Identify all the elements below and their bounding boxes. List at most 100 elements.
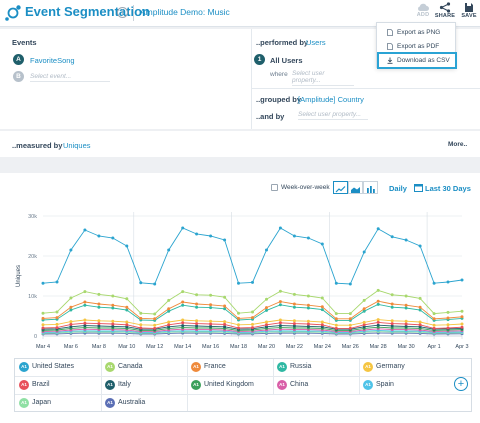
data-point <box>390 319 394 323</box>
data-point <box>209 324 213 328</box>
project-selector[interactable]: Amplitude Demo: Music <box>140 7 230 17</box>
data-point <box>265 323 268 327</box>
legend-label: Spain <box>376 381 394 388</box>
data-point <box>306 324 310 328</box>
event-a-name[interactable]: FavoriteSong <box>30 56 75 65</box>
data-point <box>209 303 213 307</box>
grouped-by-value[interactable]: [Amplitude] Country <box>298 95 364 104</box>
data-point <box>306 306 310 310</box>
legend-label: Canada <box>118 363 143 370</box>
data-point <box>306 303 310 307</box>
export-pdf-item[interactable]: Export as PDF <box>379 40 455 53</box>
chart-panel <box>0 173 480 423</box>
share-icon <box>439 2 451 13</box>
y-tick-label: 10k <box>28 294 37 300</box>
select-event-input[interactable]: Select event... <box>30 73 110 82</box>
legend-swatch: A1 <box>105 362 115 372</box>
legend-label: Japan <box>32 399 52 406</box>
data-point <box>167 298 171 302</box>
export-pdf-label: Export as PDF <box>397 43 440 50</box>
export-png-item[interactable]: Export as PNG <box>379 26 455 39</box>
date-range-selector[interactable]: Last 30 Days <box>425 184 471 193</box>
legend-label: China <box>290 381 309 388</box>
legend-swatch: A1 <box>191 362 201 372</box>
export-menu: Export as PNG Export as PDF Download as … <box>376 22 457 69</box>
data-point <box>376 288 380 292</box>
data-point <box>195 319 199 323</box>
where-property-input[interactable]: Select user property... <box>292 70 354 86</box>
where-label: where <box>270 71 288 78</box>
bar-chart-toggle[interactable] <box>363 181 378 194</box>
data-point <box>125 305 129 309</box>
and-by-property-input[interactable]: Select user property... <box>298 111 368 120</box>
data-point <box>237 281 240 285</box>
segment-badge: 1 <box>254 54 265 65</box>
data-point <box>139 323 143 327</box>
legend-item[interactable]: A1 United States <box>16 358 74 376</box>
cloud-icon <box>418 3 429 11</box>
data-point <box>292 234 296 238</box>
data-point <box>167 323 171 327</box>
more-button[interactable]: More.. <box>448 141 468 148</box>
legend-label: United States <box>32 363 75 370</box>
save-button[interactable]: SAVE <box>458 2 480 26</box>
data-point <box>55 280 59 284</box>
data-point <box>237 323 240 327</box>
legend-swatch: A1 <box>19 380 29 390</box>
data-point <box>97 305 101 309</box>
data-point <box>460 315 464 319</box>
legend-item[interactable]: A1 Spain <box>360 376 394 394</box>
share-button[interactable]: SHARE <box>434 2 456 26</box>
data-point <box>223 325 227 329</box>
legend-item[interactable]: A1 Japan <box>16 394 51 412</box>
area-chart-toggle[interactable] <box>348 181 363 194</box>
legend-item[interactable]: A1 Brazil <box>16 376 50 394</box>
measured-by-value[interactable]: Uniques <box>63 141 91 150</box>
line-chart[interactable]: 0 10k 20k 30k Uniques Mar 4 Mar 6 Mar 8 Mar 10 Ma… <box>0 200 480 358</box>
legend-item[interactable]: A1 Australia <box>102 394 145 412</box>
file-image-icon <box>387 29 393 36</box>
line-chart-toggle[interactable] <box>333 181 348 194</box>
legend-row-divider <box>15 376 471 377</box>
data-point <box>69 325 73 329</box>
data-point <box>320 320 324 324</box>
legend-item[interactable]: A1 United Kingdom <box>188 376 254 394</box>
series-line <box>42 289 463 315</box>
x-tick-label: Mar 20 <box>258 344 275 350</box>
legend-item[interactable]: A1 Russia <box>274 358 311 376</box>
data-point <box>111 303 115 307</box>
header-divider <box>133 5 134 21</box>
data-point <box>223 295 227 299</box>
data-point <box>418 305 422 309</box>
data-point <box>153 282 157 286</box>
data-point <box>181 324 185 328</box>
data-point <box>111 306 115 310</box>
legend-item[interactable]: A1 Germany <box>360 358 405 376</box>
data-point <box>278 289 282 293</box>
data-point <box>83 290 87 294</box>
segment-name[interactable]: All Users <box>270 56 303 65</box>
data-point <box>195 305 199 309</box>
query-divider <box>251 29 252 129</box>
data-point <box>446 326 450 330</box>
data-point <box>460 309 464 313</box>
data-point <box>390 293 394 297</box>
add-button[interactable]: ADD <box>412 2 434 26</box>
week-over-week-checkbox[interactable] <box>271 184 278 191</box>
data-point <box>334 317 338 321</box>
info-icon[interactable]: i <box>117 7 128 18</box>
legend-item[interactable]: A1 China <box>274 376 308 394</box>
data-point <box>251 280 254 284</box>
performed-by-value[interactable]: Users <box>306 38 326 47</box>
legend-label: Italy <box>118 381 131 388</box>
interval-selector[interactable]: Daily <box>389 184 407 193</box>
data-point <box>460 278 464 282</box>
add-segment-button[interactable]: + <box>454 377 468 391</box>
performed-by-label: ..performed by <box>256 38 309 47</box>
data-point <box>125 323 129 327</box>
legend-item[interactable]: A1 Italy <box>102 376 131 394</box>
x-tick-label: Mar 16 <box>202 344 219 350</box>
legend-item[interactable]: A1 Canada <box>102 358 143 376</box>
legend-item[interactable]: A1 France <box>188 358 226 376</box>
download-csv-item[interactable]: Download as CSV <box>377 52 457 69</box>
